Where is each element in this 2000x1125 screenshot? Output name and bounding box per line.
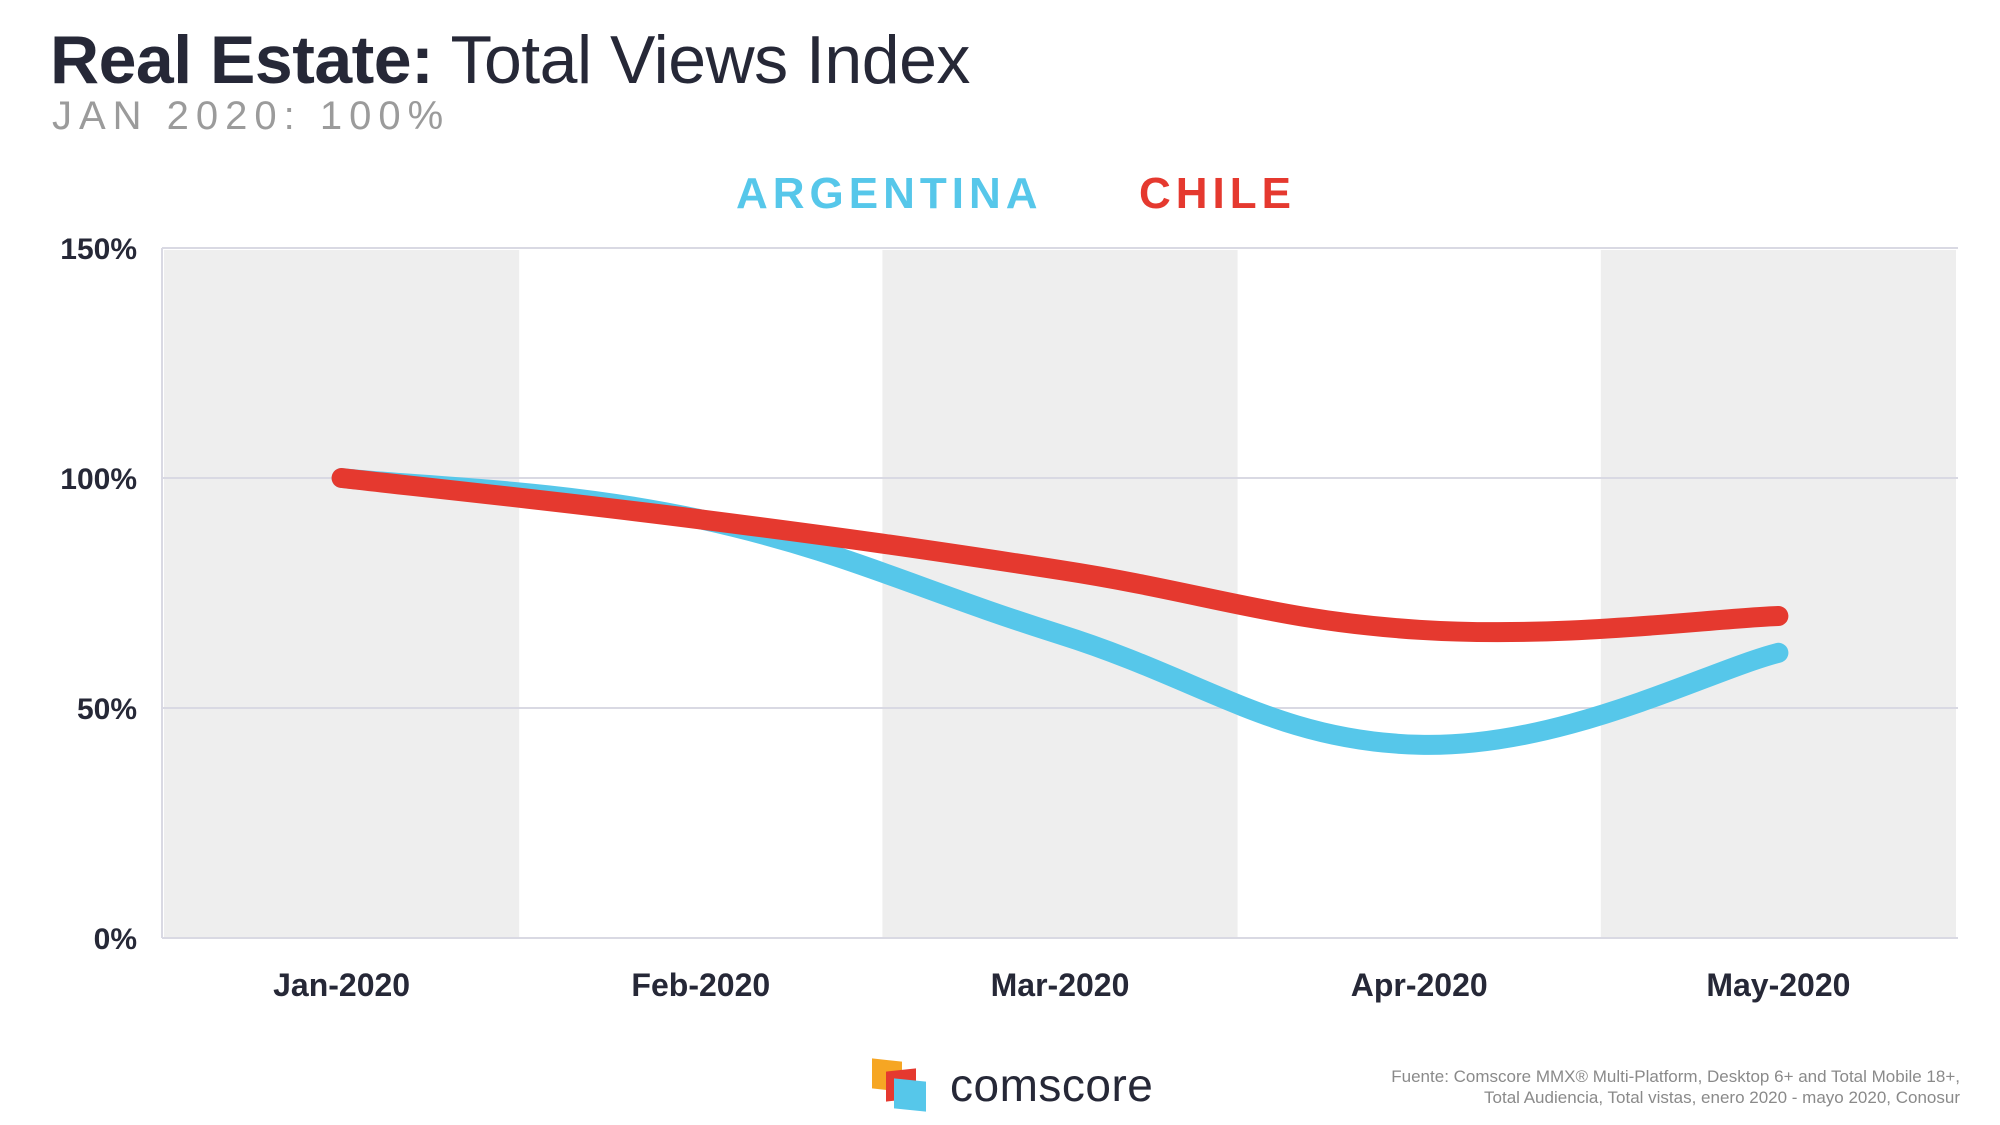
x-tick-label: Apr-2020	[1351, 967, 1488, 1003]
legend-chile: CHILE	[1139, 169, 1296, 218]
comscore-logo-text: comscore	[950, 1059, 1154, 1111]
y-tick-label: 150%	[60, 233, 137, 266]
chart-subtitle: JAN 2020: 100%	[52, 94, 451, 138]
y-tick-label: 100%	[60, 463, 137, 496]
x-tick-label: Mar-2020	[991, 967, 1130, 1003]
series-line-chile	[331, 468, 1789, 643]
x-tick-label: Jan-2020	[273, 967, 410, 1003]
y-tick-label: 50%	[77, 693, 137, 726]
source-line-1: Fuente: Comscore MMX® Multi-Platform, De…	[1391, 1067, 1960, 1086]
y-tick-label: 0%	[94, 923, 137, 956]
x-tick-label: May-2020	[1706, 967, 1850, 1003]
source-line-2: Total Audiencia, Total vistas, enero 202…	[1484, 1088, 1960, 1107]
x-tick-label: Feb-2020	[631, 967, 770, 1003]
comscore-logo: comscore	[872, 1058, 1153, 1112]
source-note: Fuente: Comscore MMX® Multi-Platform, De…	[1260, 1066, 1960, 1108]
comscore-logo-icon	[872, 1058, 930, 1112]
chart-title-bold: Real Estate:	[50, 22, 434, 98]
chart-band-0	[164, 250, 520, 938]
chart-band-4	[1600, 250, 1956, 938]
legend-argentina: ARGENTINA	[736, 169, 1043, 218]
chart-title: Real Estate: Total Views Index	[50, 20, 970, 100]
chart-title-light: Total Views Index	[450, 22, 970, 98]
